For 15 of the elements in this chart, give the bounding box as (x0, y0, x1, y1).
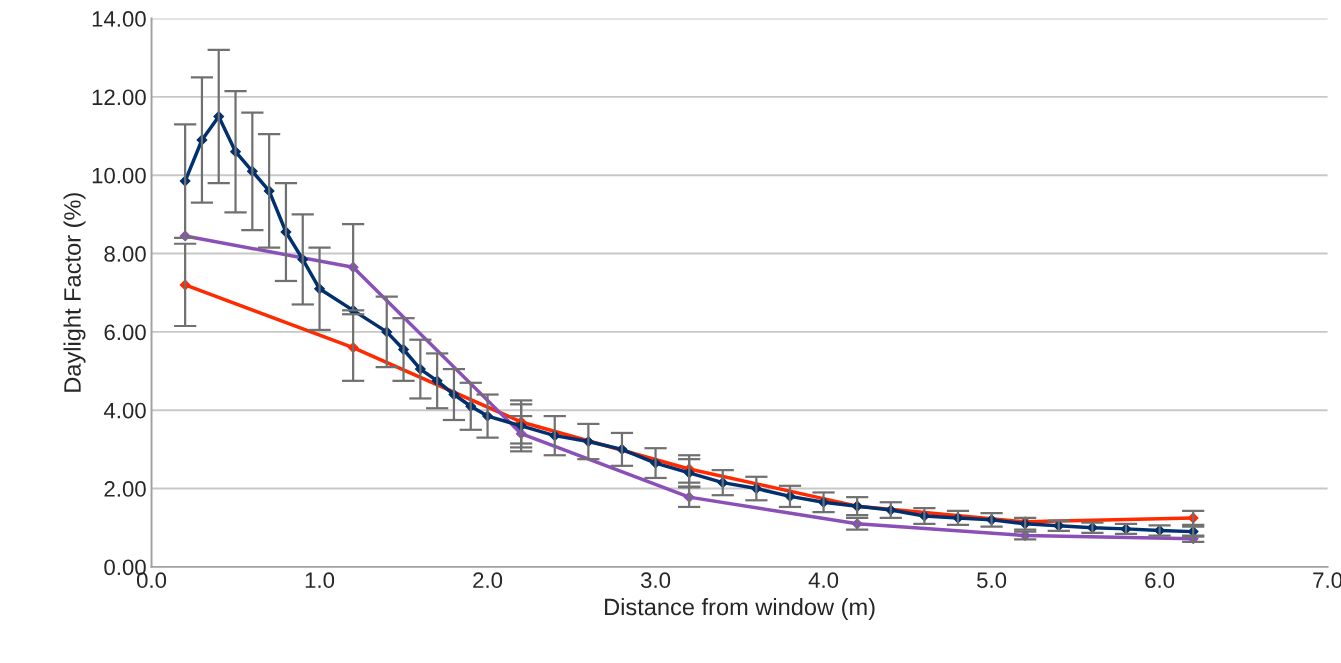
x-tick-label: 4.0 (808, 572, 839, 589)
y-axis-title: Daylight Factor (%) (63, 193, 86, 392)
x-tick-label: 5.0 (977, 572, 1007, 589)
x-tick-label: 3.0 (640, 572, 671, 589)
y-tick-label: 14.00 (92, 11, 146, 27)
y-tick-label: 2.00 (104, 481, 146, 497)
x-axis-title: Distance from window (m) (605, 598, 875, 620)
x-tick-label: 2.0 (473, 572, 503, 589)
y-tick-label: 12.00 (92, 89, 146, 106)
x-tick-label: 1.0 (305, 572, 335, 589)
y-tick-label: 8.00 (104, 246, 146, 262)
y-tick-label: 4.00 (103, 402, 146, 419)
y-tick-label: 10.00 (92, 167, 146, 184)
x-tick-label: 6.0 (1145, 572, 1175, 589)
y-tick-label: 6.00 (104, 324, 146, 341)
